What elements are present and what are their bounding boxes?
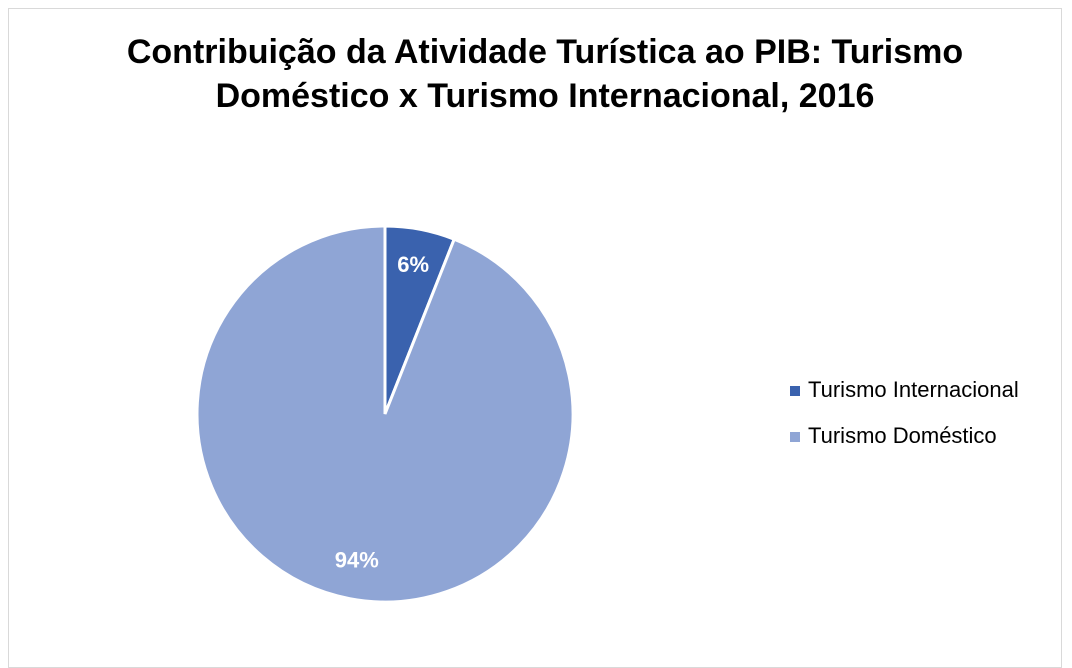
pie-slice (195, 224, 575, 604)
legend-label: Turismo Internacional (808, 377, 1019, 402)
data-label: 94% (335, 548, 379, 573)
data-label: 6% (397, 252, 429, 277)
legend-label: Turismo Doméstico (808, 423, 997, 448)
chart-title: Contribuição da Atividade Turística ao P… (126, 33, 964, 115)
legend-marker (790, 432, 800, 442)
legend-marker (790, 386, 800, 396)
